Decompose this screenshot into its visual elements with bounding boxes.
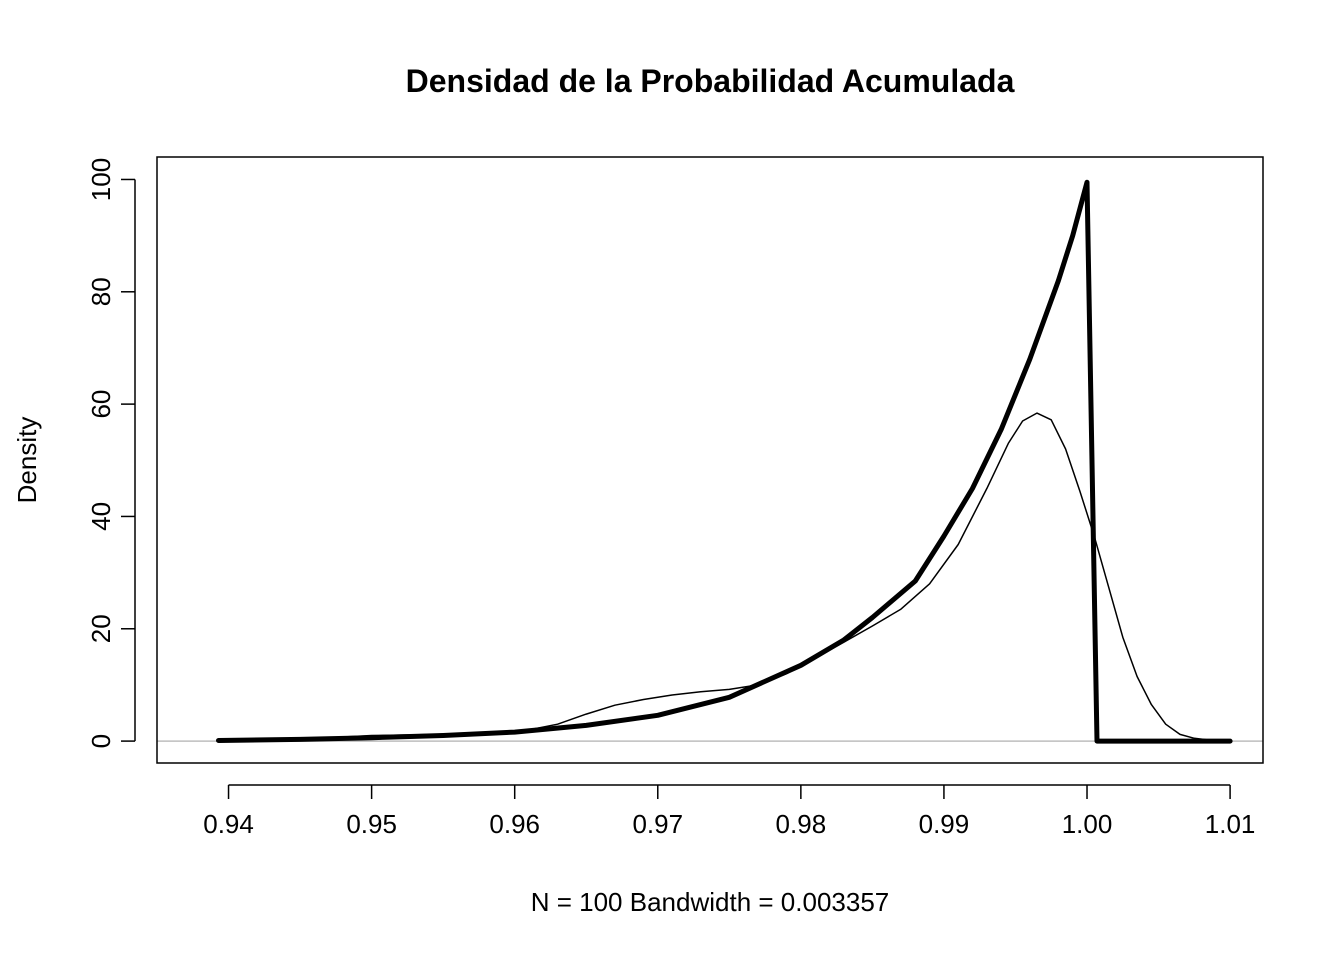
y-tick-label: 80 [86, 277, 116, 306]
y-tick-label: 60 [86, 390, 116, 419]
x-tick-label: 0.96 [489, 809, 540, 839]
x-tick-label: 0.94 [203, 809, 254, 839]
x-tick-label: 0.97 [632, 809, 683, 839]
x-tick-label: 0.98 [776, 809, 827, 839]
y-tick-label: 100 [86, 158, 116, 201]
y-tick-label: 20 [86, 614, 116, 643]
plot-frame [156, 156, 1264, 764]
y-tick-label: 0 [86, 734, 116, 748]
y-axis: 0 20 40 60 80 100 [86, 158, 136, 748]
chart-title: Densidad de la Probabilidad Acumulada [406, 63, 1015, 99]
density-series-thin [217, 412, 1231, 742]
x-tick-label: 1.00 [1062, 809, 1113, 839]
x-axis: 0.94 0.95 0.96 0.97 0.98 0.99 1.00 1.01 [203, 784, 1256, 839]
density-series-thick [216, 179, 1233, 744]
x-tick-label: 1.01 [1205, 809, 1256, 839]
x-tick-label: 0.95 [346, 809, 397, 839]
x-axis-label: N = 100 Bandwidth = 0.003357 [531, 887, 890, 917]
x-tick-label: 0.99 [919, 809, 970, 839]
plot-area [156, 156, 1264, 764]
y-tick-label: 40 [86, 502, 116, 531]
y-axis-label: Density [12, 417, 42, 504]
